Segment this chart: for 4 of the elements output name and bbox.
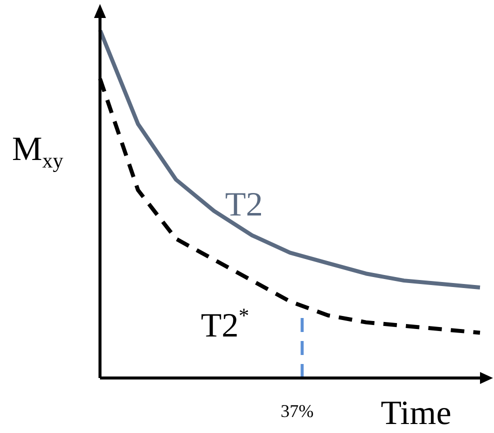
series-label: T2 — [225, 186, 263, 224]
series-label: T2* — [200, 303, 250, 345]
x-axis-title: Time — [380, 395, 452, 432]
text: 37% — [280, 401, 314, 421]
